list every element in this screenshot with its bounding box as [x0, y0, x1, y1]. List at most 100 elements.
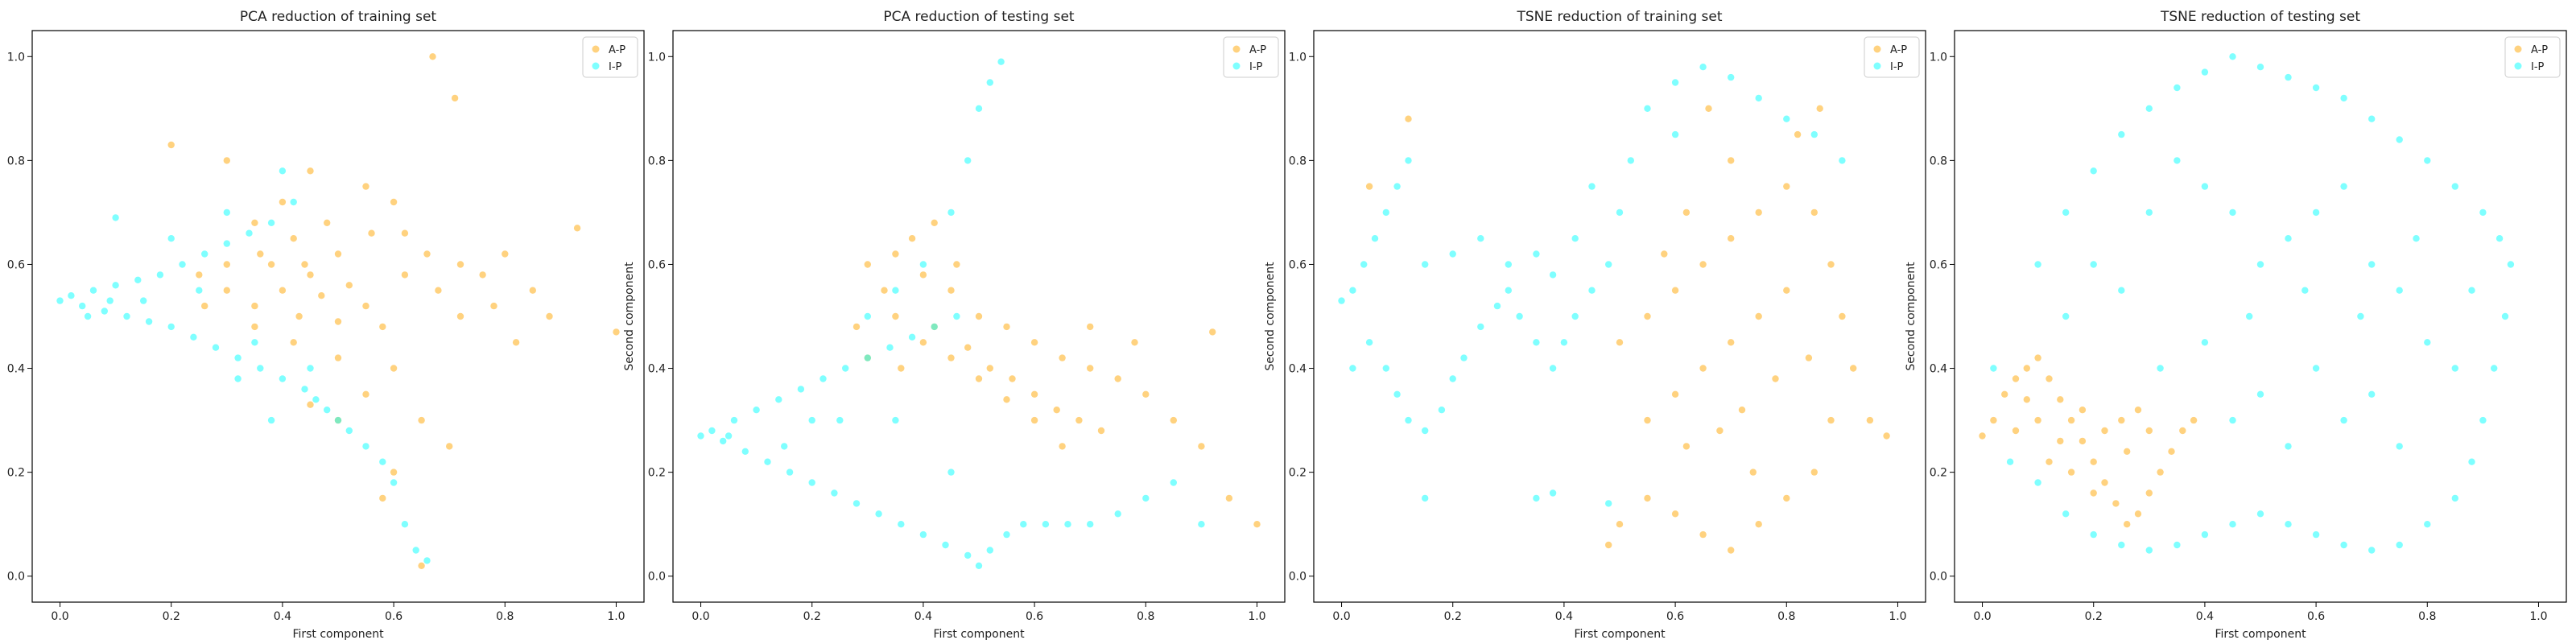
point-A-P — [257, 250, 264, 258]
point-A-P — [2134, 407, 2142, 414]
point-A-P — [1682, 443, 1690, 450]
point-I-P — [964, 551, 972, 559]
point-I-P — [267, 416, 275, 424]
point-A-P — [379, 494, 386, 502]
point-A-P — [1661, 250, 1668, 258]
point-I-P — [1505, 287, 1513, 294]
point-I-P — [1438, 407, 1446, 414]
point-A-P — [362, 302, 369, 310]
point-I-P — [2396, 287, 2403, 294]
point-I-P — [140, 297, 147, 304]
legend-marker-I-P — [1232, 62, 1241, 70]
point-I-P — [1616, 208, 1624, 217]
point-A-P — [1131, 339, 1138, 346]
point-I-P — [1371, 235, 1379, 242]
point-A-P — [201, 302, 208, 310]
point-A-P — [334, 250, 342, 258]
point-I-P — [1338, 297, 1345, 304]
point-I-P — [112, 282, 119, 289]
point-A-P — [2079, 407, 2087, 414]
point-I-P — [2157, 365, 2164, 372]
point-I-P — [2479, 416, 2487, 424]
point-A-P — [1990, 416, 1997, 424]
point-I-P — [196, 287, 203, 294]
point-I-P — [145, 318, 153, 325]
axes-frame — [1954, 30, 2567, 603]
point-I-P — [819, 375, 827, 382]
point-A-P — [1030, 339, 1038, 346]
x-tick-label: 0.4 — [1555, 610, 1573, 623]
point-A-P — [2090, 489, 2097, 497]
point-A-P — [546, 312, 553, 320]
point-A-P — [345, 282, 353, 289]
point-I-P — [1405, 416, 1412, 424]
point-A-P — [368, 229, 375, 237]
point-A-P — [919, 271, 927, 279]
y-tick-label: 0.8 — [1930, 155, 1947, 167]
point-I-P — [1393, 183, 1401, 190]
point-I-P — [1728, 73, 1735, 81]
x-tick-label: 1.0 — [2529, 610, 2547, 623]
point-A-P — [1810, 469, 1818, 476]
point-A-P — [1030, 416, 1038, 424]
point-A-P — [1850, 365, 1857, 372]
point-I-P — [212, 344, 220, 351]
point-I-P — [2285, 443, 2292, 450]
point-I-P — [167, 323, 175, 331]
point-I-P — [964, 157, 972, 164]
point-A-P — [1405, 115, 1412, 122]
point-A-P — [1755, 312, 1762, 320]
point-A-P — [1097, 427, 1105, 435]
legend-label: A-P — [1890, 44, 1907, 56]
point-I-P — [1533, 494, 1540, 502]
point-I-P — [831, 489, 838, 497]
point-I-P — [931, 323, 938, 331]
point-I-P — [741, 448, 749, 455]
point-I-P — [1449, 250, 1456, 258]
point-A-P — [401, 229, 409, 237]
point-I-P — [842, 365, 849, 372]
point-I-P — [2507, 261, 2515, 268]
point-A-P — [1009, 375, 1016, 382]
point-A-P — [2023, 396, 2030, 403]
point-A-P — [1644, 312, 1651, 320]
point-A-P — [390, 365, 398, 372]
point-I-P — [2256, 390, 2264, 398]
x-tick-label: 0.8 — [1777, 610, 1795, 623]
point-I-P — [2301, 287, 2309, 294]
point-A-P — [2057, 396, 2064, 403]
point-I-P — [1477, 323, 1484, 331]
point-A-P — [1087, 323, 1094, 331]
y-tick-label: 1.0 — [1289, 51, 1307, 64]
point-I-P — [2034, 479, 2041, 486]
y-tick-label: 0.2 — [648, 467, 666, 480]
y-axis-label: Second component — [1905, 262, 1918, 371]
point-I-P — [2285, 521, 2292, 528]
chart-panel-1: PCA reduction of training set 0.0 0.2 0.4 0.… — [7, 9, 645, 641]
point-A-P — [2168, 448, 2175, 455]
x-tick-label: 0.6 — [385, 610, 402, 623]
y-tick-label: 0.4 — [7, 363, 25, 376]
x-tick-label: 1.0 — [1248, 610, 1265, 623]
point-A-P — [964, 344, 972, 351]
point-I-P — [1114, 510, 1121, 518]
point-I-P — [390, 479, 398, 486]
point-I-P — [1382, 365, 1390, 372]
legend-label: I-P — [609, 61, 622, 73]
y-tick-label: 0.2 — [7, 467, 25, 480]
point-I-P — [1533, 250, 1540, 258]
legend-marker-I-P — [592, 62, 600, 70]
point-A-P — [1979, 432, 1986, 440]
point-I-P — [334, 416, 342, 424]
point-I-P — [2468, 287, 2475, 294]
point-I-P — [2201, 68, 2209, 76]
y-tick-label: 0.4 — [1289, 363, 1307, 376]
point-I-P — [2229, 208, 2236, 217]
point-A-P — [1225, 494, 1233, 502]
point-I-P — [708, 427, 716, 435]
x-tick-label: 0.8 — [1137, 610, 1154, 623]
point-I-P — [2090, 261, 2097, 268]
point-A-P — [881, 287, 888, 294]
point-A-P — [307, 167, 314, 175]
